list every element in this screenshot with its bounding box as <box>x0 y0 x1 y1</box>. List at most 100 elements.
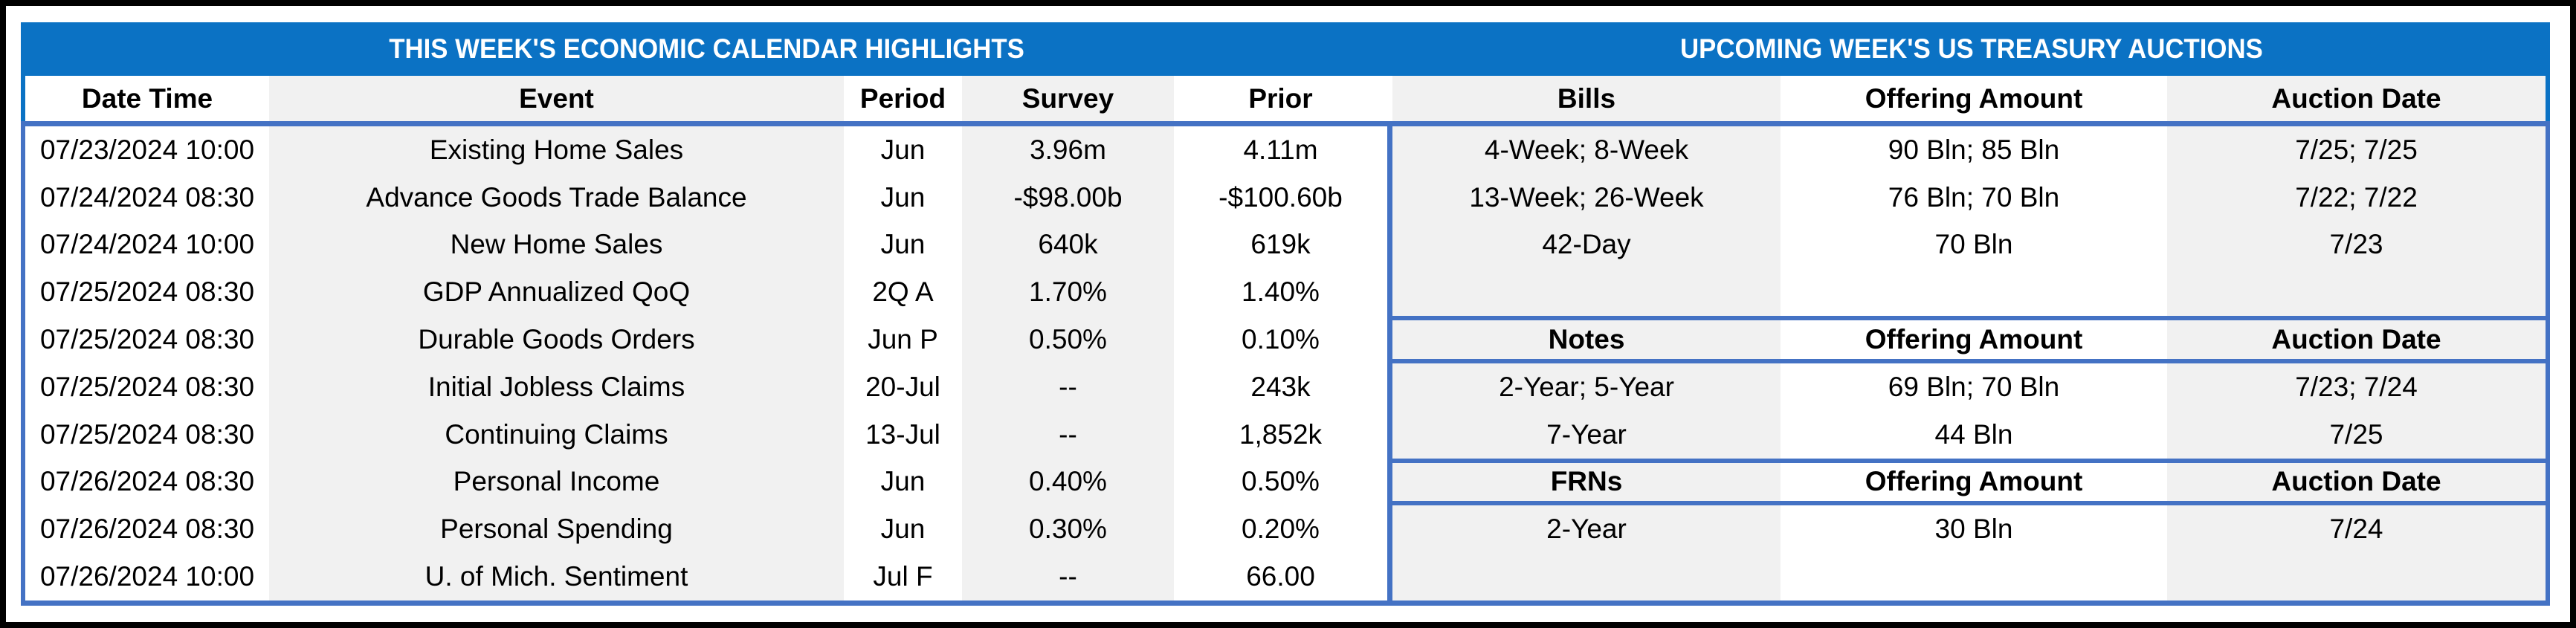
bill-amount-cell: 90 Bln; 85 Bln <box>1781 126 2167 174</box>
table-right-border <box>2546 126 2550 601</box>
empty-cell <box>1781 553 2167 601</box>
period-cell: Jun <box>844 173 962 221</box>
period-cell: 13-Jul <box>844 410 962 459</box>
survey-cell: 3.96m <box>962 126 1174 174</box>
note-date-cell: 7/25 <box>2167 410 2546 459</box>
header-bills-auction-date: Auction Date <box>2167 76 2546 121</box>
event-cell: New Home Sales <box>269 221 844 269</box>
survey-cell: 640k <box>962 221 1174 269</box>
prior-cell: 0.50% <box>1174 458 1387 506</box>
survey-cell: 0.30% <box>962 505 1174 554</box>
note-amount-cell: 69 Bln; 70 Bln <box>1781 363 2167 411</box>
header-period: Period <box>844 76 962 121</box>
survey-cell: 0.50% <box>962 316 1174 363</box>
note-amount-cell: 44 Bln <box>1781 410 2167 459</box>
right-border-header <box>2546 76 2550 121</box>
period-cell: Jun <box>844 221 962 269</box>
period-cell: Jun <box>844 126 962 174</box>
bill-date-cell: 7/23 <box>2167 221 2546 269</box>
header-survey: Survey <box>962 76 1174 121</box>
period-cell: Jul F <box>844 553 962 601</box>
prior-cell: 619k <box>1174 221 1387 269</box>
subheader-frns: FRNs <box>1392 458 1781 506</box>
survey-cell: -- <box>962 410 1174 459</box>
frn-date-cell: 7/24 <box>2167 505 2546 554</box>
bill-security-cell: 13-Week; 26-Week <box>1392 173 1781 221</box>
event-cell: Existing Home Sales <box>269 126 844 174</box>
event-cell: U. of Mich. Sentiment <box>269 553 844 601</box>
note-date-cell: 7/23; 7/24 <box>2167 363 2546 411</box>
period-cell: 20-Jul <box>844 363 962 411</box>
date-time-cell: 07/24/2024 08:30 <box>25 173 269 221</box>
note-security-cell: 2-Year; 5-Year <box>1392 363 1781 411</box>
empty-cell <box>2167 268 2546 317</box>
bill-security-cell: 4-Week; 8-Week <box>1392 126 1781 174</box>
survey-cell: 0.40% <box>962 458 1174 506</box>
event-cell: Durable Goods Orders <box>269 316 844 363</box>
event-cell: Continuing Claims <box>269 410 844 459</box>
empty-cell <box>2167 553 2546 601</box>
empty-cell <box>1781 268 2167 317</box>
prior-cell: 243k <box>1174 363 1387 411</box>
date-time-cell: 07/25/2024 08:30 <box>25 268 269 317</box>
bill-security-cell: 42-Day <box>1392 221 1781 269</box>
date-time-cell: 07/24/2024 10:00 <box>25 221 269 269</box>
header-bills-offering-amount: Offering Amount <box>1781 76 2167 121</box>
calendar-section-title: THIS WEEK'S ECONOMIC CALENDAR HIGHLIGHTS <box>21 22 1392 76</box>
event-cell: GDP Annualized QoQ <box>269 268 844 317</box>
auctions-grid: 4-Week; 8-Week 90 Bln; 85 Bln 7/25; 7/25… <box>1392 126 2546 601</box>
prior-cell: 66.00 <box>1174 553 1387 601</box>
event-cell: Personal Spending <box>269 505 844 554</box>
prior-cell: 1.40% <box>1174 268 1387 317</box>
survey-cell: -- <box>962 363 1174 411</box>
event-cell: Advance Goods Trade Balance <box>269 173 844 221</box>
period-cell: Jun P <box>844 316 962 363</box>
prior-cell: -$100.60b <box>1174 173 1387 221</box>
bill-amount-cell: 76 Bln; 70 Bln <box>1781 173 2167 221</box>
prior-cell: 0.10% <box>1174 316 1387 363</box>
note-security-cell: 7-Year <box>1392 410 1781 459</box>
event-cell: Initial Jobless Claims <box>269 363 844 411</box>
bill-amount-cell: 70 Bln <box>1781 221 2167 269</box>
table-bottom-border <box>21 601 2550 606</box>
period-cell: Jun <box>844 505 962 554</box>
header-underline <box>21 121 2550 126</box>
survey-cell: 1.70% <box>962 268 1174 317</box>
frn-amount-cell: 30 Bln <box>1781 505 2167 554</box>
prior-cell: 0.20% <box>1174 505 1387 554</box>
bill-date-cell: 7/25; 7/25 <box>2167 126 2546 174</box>
auctions-title-text: UPCOMING WEEK'S US TREASURY AUCTIONS <box>1679 33 2263 64</box>
date-time-cell: 07/26/2024 08:30 <box>25 505 269 554</box>
date-time-cell: 07/25/2024 08:30 <box>25 410 269 459</box>
date-time-cell: 07/25/2024 08:30 <box>25 316 269 363</box>
bill-date-cell: 7/22; 7/22 <box>2167 173 2546 221</box>
economic-calendar-and-auctions-table: THIS WEEK'S ECONOMIC CALENDAR HIGHLIGHTS… <box>21 22 2550 606</box>
calendar-rows-grid: 07/23/2024 10:00 Existing Home Sales Jun… <box>25 126 1387 601</box>
table-left-border <box>21 126 25 601</box>
header-date-time: Date Time <box>25 76 269 121</box>
header-prior: Prior <box>1174 76 1387 121</box>
survey-cell: -- <box>962 553 1174 601</box>
prior-cell: 1,852k <box>1174 410 1387 459</box>
subheader-frns-offering-amount: Offering Amount <box>1781 458 2167 506</box>
title-bar: THIS WEEK'S ECONOMIC CALENDAR HIGHLIGHTS… <box>21 22 2550 76</box>
prior-cell: 4.11m <box>1174 126 1387 174</box>
date-time-cell: 07/26/2024 08:30 <box>25 458 269 506</box>
header-bills: Bills <box>1392 76 1781 121</box>
empty-cell <box>1392 268 1781 317</box>
section-gap-header <box>1387 76 1392 121</box>
subheader-notes: Notes <box>1392 316 1781 363</box>
date-time-cell: 07/23/2024 10:00 <box>25 126 269 174</box>
event-cell: Personal Income <box>269 458 844 506</box>
data-area: 07/23/2024 10:00 Existing Home Sales Jun… <box>21 126 2550 601</box>
subheader-notes-auction-date: Auction Date <box>2167 316 2546 363</box>
survey-cell: -$98.00b <box>962 173 1174 221</box>
calendar-title-text: THIS WEEK'S ECONOMIC CALENDAR HIGHLIGHTS <box>389 33 1024 64</box>
date-time-cell: 07/26/2024 10:00 <box>25 553 269 601</box>
column-header-row: Date Time Event Period Survey Prior Bill… <box>21 76 2550 121</box>
section-divider <box>1387 126 1392 601</box>
period-cell: Jun <box>844 458 962 506</box>
period-cell: 2Q A <box>844 268 962 317</box>
date-time-cell: 07/25/2024 08:30 <box>25 363 269 411</box>
